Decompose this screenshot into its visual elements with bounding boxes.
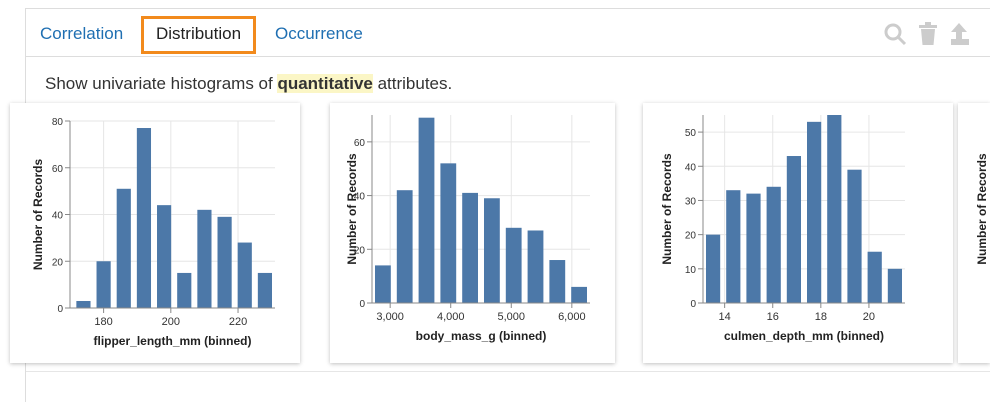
bar: [827, 115, 842, 303]
bar: [746, 193, 761, 303]
x-tick-label: 14: [719, 311, 731, 323]
description-text: attributes.: [372, 74, 453, 93]
y-axis-title: Number of Records: [660, 153, 674, 265]
y-axis-title: Number of Records: [345, 153, 359, 265]
y-tick-label: 50: [685, 128, 697, 139]
bar: [462, 192, 478, 303]
tab[interactable]: Distribution: [141, 16, 257, 54]
bar: [157, 205, 172, 308]
bar: [807, 121, 822, 303]
chart-card: 0 20 40 60 80 180 200 220 flipper_length_mm (bin…: [10, 103, 300, 363]
bar: [177, 272, 192, 308]
tab[interactable]: Occurrence: [275, 24, 363, 43]
description-text: Show univariate histograms of: [45, 74, 278, 93]
x-tick-label: 5,000: [498, 311, 526, 323]
toolbar-icons: [884, 22, 969, 46]
x-tick-label: 4,000: [437, 311, 465, 323]
y-tick-label: 60: [354, 138, 366, 149]
bar: [887, 268, 902, 303]
search-icon[interactable]: [884, 23, 907, 46]
description-highlight: quantitative: [277, 74, 373, 93]
chart-card: Number of Records: [958, 103, 990, 363]
tab-bar: Correlation Distribution Occurrence: [26, 9, 990, 57]
chart: Number of Records: [975, 153, 989, 265]
x-tick-label: 220: [229, 316, 247, 328]
bar: [571, 286, 587, 303]
x-tick-label: 3,000: [376, 311, 404, 323]
y-tick-label: 10: [685, 265, 697, 276]
bar: [847, 169, 862, 303]
y-tick-label: 40: [52, 211, 64, 222]
bar: [76, 300, 91, 308]
x-tick-label: 200: [162, 316, 180, 328]
bar: [505, 227, 522, 303]
panel: Correlation Distribution Occurrence Show…: [25, 8, 990, 402]
chart-card: 0 20 40 60 3,000 4,000 5,000 6,000 body_mass_g (…: [330, 103, 615, 363]
x-tick-label: 20: [863, 311, 875, 323]
y-tick-label: 60: [52, 164, 64, 175]
bar: [96, 261, 111, 308]
y-tick-label: 0: [690, 299, 696, 310]
bar: [527, 230, 544, 303]
x-axis-title: flipper_length_mm (binned): [93, 334, 251, 348]
x-tick-label: 18: [815, 311, 827, 323]
bar: [484, 198, 500, 303]
chart: 0 20 40 60 80 180 200 220 flipper_length_mm (bin…: [31, 117, 275, 348]
bar: [257, 272, 272, 308]
y-tick-label: 20: [354, 245, 366, 256]
x-tick-label: 180: [94, 316, 112, 328]
bar: [237, 242, 252, 308]
delete-icon[interactable]: [919, 22, 937, 45]
bar: [217, 216, 232, 308]
bar: [396, 190, 413, 303]
y-tick-label: 30: [685, 196, 697, 207]
bar: [766, 186, 781, 303]
x-axis-title: body_mass_g (binned): [416, 329, 547, 343]
divider: [26, 371, 990, 372]
bar: [786, 156, 801, 303]
y-axis-title: Number of Records: [975, 153, 989, 265]
bar: [197, 209, 212, 308]
chart-card: 0 10 20 30 40 50 14 16 18 20 culmen_depth_mm (binn…: [643, 103, 953, 363]
bar: [726, 190, 741, 303]
y-tick-label: 20: [685, 231, 697, 242]
y-tick-label: 0: [57, 304, 63, 315]
bar: [116, 188, 131, 308]
y-tick-label: 20: [52, 257, 64, 268]
y-tick-label: 0: [359, 299, 365, 310]
chart: 0 20 40 60 3,000 4,000 5,000 6,000 body_mass_g (…: [345, 115, 590, 343]
bar: [549, 260, 566, 303]
export-icon[interactable]: [951, 23, 969, 45]
bar: [418, 117, 435, 303]
tab[interactable]: Correlation: [40, 24, 124, 43]
y-tick-label: 40: [685, 162, 697, 173]
bar: [706, 234, 721, 303]
chart: 0 10 20 30 40 50 14 16 18 20 culmen_depth_mm (binn…: [660, 115, 905, 343]
y-axis-title: Number of Records: [31, 159, 45, 271]
y-tick-label: 40: [354, 192, 366, 203]
bar: [440, 163, 457, 303]
bar: [375, 265, 391, 303]
description: Show univariate histograms of quantitati…: [45, 74, 452, 94]
x-tick-label: 6,000: [558, 311, 586, 323]
bar: [136, 128, 152, 308]
y-tick-label: 80: [52, 117, 64, 128]
x-axis-title: culmen_depth_mm (binned): [724, 329, 884, 343]
x-tick-label: 16: [767, 311, 779, 323]
bar: [867, 251, 882, 303]
